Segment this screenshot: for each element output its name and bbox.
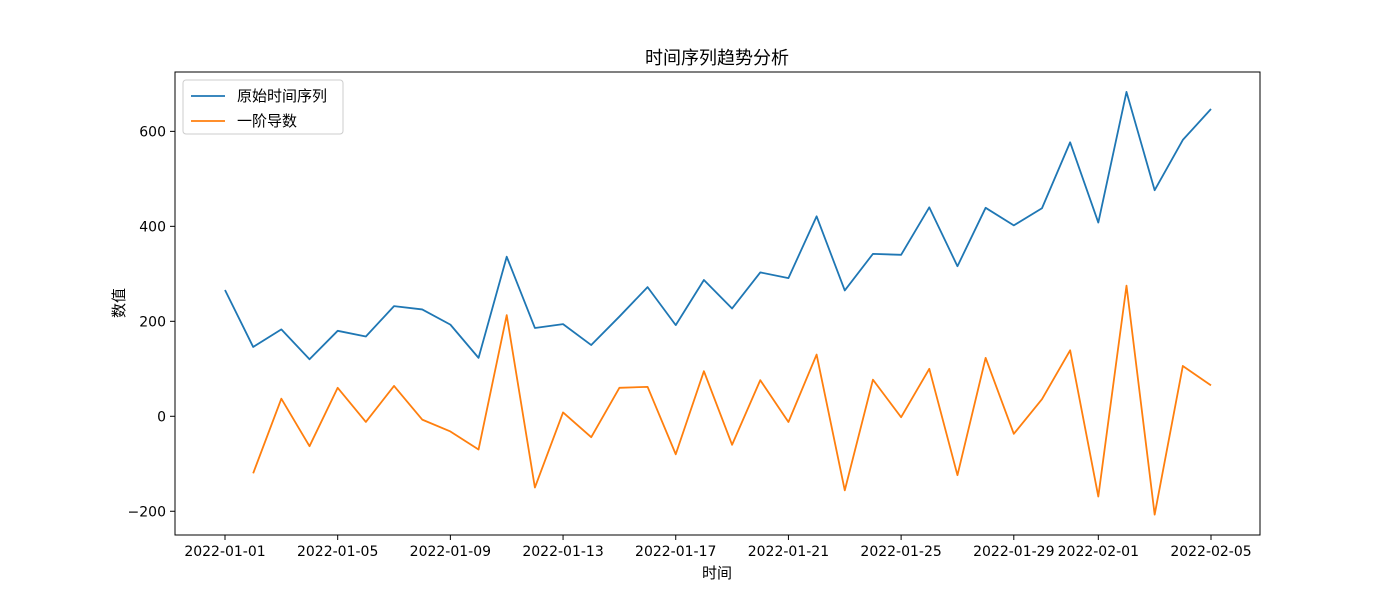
x-tick-label: 2022-01-21 xyxy=(748,544,829,560)
series-line-1 xyxy=(224,91,1212,361)
chart-title: 时间序列趋势分析 xyxy=(645,48,789,69)
plot-area xyxy=(174,71,1261,536)
y-tick-label: 400 xyxy=(139,219,166,235)
legend-label-1: 原始时间序列 xyxy=(237,87,327,105)
y-tick-label: 600 xyxy=(139,124,166,140)
series-2 xyxy=(252,284,1212,516)
x-tick-label: 2022-01-05 xyxy=(297,544,378,560)
series-line-2 xyxy=(252,284,1212,516)
y-axis: −200 0 200 400 600 xyxy=(128,124,175,520)
y-tick-label: 0 xyxy=(157,409,166,425)
series-1 xyxy=(224,91,1212,361)
x-tick-label: 2022-01-09 xyxy=(410,544,491,560)
x-tick-label: 2022-01-01 xyxy=(184,544,265,560)
y-tick-label: −200 xyxy=(128,504,166,520)
x-tick-label: 2022-02-05 xyxy=(1170,544,1251,560)
x-axis-label: 时间 xyxy=(702,564,732,582)
x-axis: 2022-01-01 2022-01-05 2022-01-09 2022-01-13… xyxy=(184,535,1252,560)
legend-label-2: 一阶导数 xyxy=(237,112,297,130)
x-tick-label: 2022-01-13 xyxy=(522,544,603,560)
x-tick-label: 2022-02-01 xyxy=(1058,544,1139,560)
plot-background xyxy=(175,72,1260,535)
y-tick-label: 200 xyxy=(139,314,166,330)
x-tick-label: 2022-01-29 xyxy=(973,544,1054,560)
plot-frame xyxy=(174,71,1261,536)
y-axis-label: 数值 xyxy=(110,288,128,318)
x-tick-label: 2022-01-25 xyxy=(860,544,941,560)
x-tick-label: 2022-01-17 xyxy=(635,544,716,560)
